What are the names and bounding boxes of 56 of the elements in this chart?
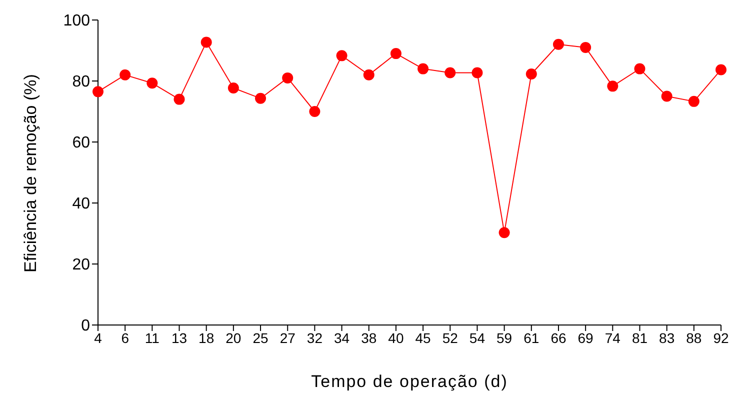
y-tick-label: 100 bbox=[63, 12, 90, 30]
x-tick-label: 59 bbox=[496, 330, 512, 346]
x-tick-label: 38 bbox=[361, 330, 377, 346]
y-tick-label: 80 bbox=[72, 74, 90, 91]
point bbox=[444, 67, 456, 78]
x-tick-label: 4 bbox=[94, 330, 102, 346]
point bbox=[92, 86, 104, 98]
y-tick-label: 40 bbox=[72, 196, 90, 213]
x-tick-label: 13 bbox=[171, 330, 188, 346]
point bbox=[255, 92, 266, 104]
point bbox=[580, 42, 592, 53]
x-tick-label: 40 bbox=[388, 330, 404, 346]
point bbox=[146, 78, 158, 89]
point bbox=[418, 63, 429, 74]
x-tick-label: 61 bbox=[524, 330, 540, 346]
x-axis-title: Tempo de operação (d) bbox=[311, 372, 508, 391]
point bbox=[472, 67, 483, 78]
point bbox=[309, 106, 320, 117]
x-tick-label: 69 bbox=[578, 330, 594, 346]
x-tick-label: 45 bbox=[415, 330, 432, 346]
y-tick-label: 0 bbox=[81, 318, 90, 335]
x-tick-label: 27 bbox=[280, 330, 296, 346]
point bbox=[282, 72, 294, 84]
x-tick-label: 11 bbox=[144, 330, 160, 346]
point bbox=[228, 82, 239, 94]
y-axis-title: Eficiência de remoção (%) bbox=[21, 74, 40, 272]
point bbox=[661, 90, 672, 102]
x-tick-label: 18 bbox=[198, 330, 214, 346]
x-tick-label: 74 bbox=[604, 330, 621, 346]
x-tick-label: 32 bbox=[306, 330, 323, 346]
x-tick-label: 81 bbox=[632, 330, 648, 346]
x-tick-label: 88 bbox=[686, 330, 702, 346]
point bbox=[336, 50, 348, 62]
x-tick-label: 54 bbox=[469, 330, 486, 346]
x-tick-label: 20 bbox=[226, 330, 242, 346]
y-tick-label: 20 bbox=[72, 256, 90, 274]
point bbox=[174, 94, 185, 105]
x-tick-label: 52 bbox=[442, 330, 458, 346]
point bbox=[526, 68, 537, 80]
point bbox=[552, 38, 564, 50]
point bbox=[688, 96, 700, 107]
point bbox=[634, 63, 646, 74]
point bbox=[716, 64, 726, 76]
x-tick-label: 6 bbox=[121, 330, 130, 346]
x-tick-label: 83 bbox=[659, 330, 675, 346]
point bbox=[607, 80, 618, 92]
point bbox=[120, 69, 131, 80]
point bbox=[363, 69, 374, 80]
point bbox=[390, 48, 402, 60]
y-tick-label: 60 bbox=[72, 134, 90, 152]
x-tick-label: 25 bbox=[252, 330, 269, 346]
x-tick-label: 34 bbox=[334, 330, 350, 346]
x-tick-label: 92 bbox=[713, 330, 729, 346]
point bbox=[200, 36, 212, 48]
x-tick-label: 66 bbox=[550, 330, 566, 346]
point bbox=[498, 227, 510, 238]
